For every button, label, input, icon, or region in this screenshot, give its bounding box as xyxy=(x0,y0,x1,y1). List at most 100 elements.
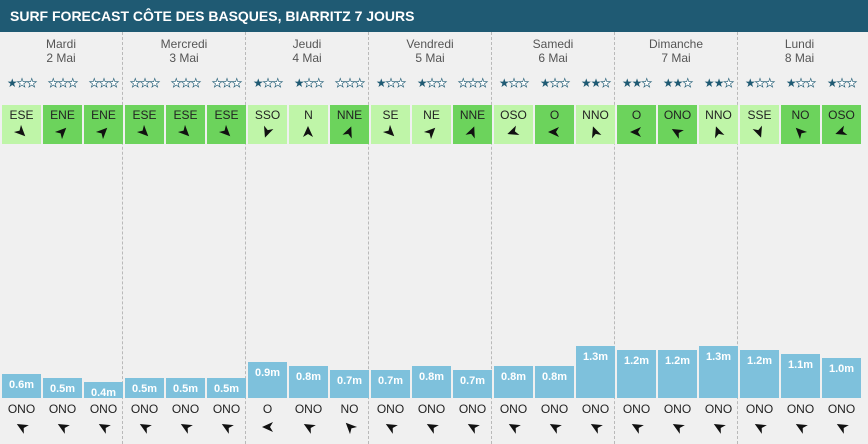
star-rating: ★★★ xyxy=(576,76,615,91)
wave-bar: 0.8m xyxy=(535,366,574,398)
swell-direction: ONO xyxy=(581,402,610,416)
wind-direction: NO xyxy=(791,108,810,122)
wind-direction: ONO xyxy=(663,108,692,122)
star-icon: ★ xyxy=(252,76,264,90)
star-icon: ★ xyxy=(262,76,273,91)
forecast-slot: ★★★ O 1.2m ONO xyxy=(617,32,656,444)
forecast-slot: ★★★ N 0.8m ONO xyxy=(289,32,328,444)
forecast-slot: ★★★ SSO 0.9m O xyxy=(248,32,287,444)
wave-height: 1.2m xyxy=(746,355,773,367)
star-icon: ★ xyxy=(713,76,725,90)
wind-box: O xyxy=(617,105,656,144)
star-rating: ★★★ xyxy=(371,76,410,91)
wind-box: ENE xyxy=(43,105,82,144)
wave-bar: 0.5m xyxy=(207,378,246,398)
star-rating: ★★★ xyxy=(2,76,41,91)
star-icon: ★ xyxy=(231,76,242,91)
wind-box: NNE xyxy=(330,105,369,144)
wave-bar: 0.8m xyxy=(289,366,328,398)
star-icon: ★ xyxy=(621,76,633,90)
wave-bar: 1.3m xyxy=(576,346,615,398)
wind-arrow-icon xyxy=(13,124,26,137)
wave-height: 0.5m xyxy=(213,383,240,395)
star-icon: ★ xyxy=(67,76,78,91)
star-icon: ★ xyxy=(211,76,223,91)
wave-bar: 1.0m xyxy=(822,358,861,398)
wind-direction: ENE xyxy=(91,108,116,122)
star-icon: ★ xyxy=(662,76,674,90)
wind-direction: NNE xyxy=(336,108,363,122)
day-date: 6 Mai xyxy=(538,51,568,65)
wave-bar: 1.3m xyxy=(699,346,738,398)
wind-direction: O xyxy=(549,108,560,122)
wave-bar: 1.2m xyxy=(658,350,697,398)
star-icon: ★ xyxy=(467,76,478,91)
star-rating: ★★★ xyxy=(330,76,369,91)
swell-direction: ONO xyxy=(499,402,528,416)
wind-box: SSO xyxy=(248,105,287,144)
swell-direction: ONO xyxy=(294,402,323,416)
star-icon: ★ xyxy=(149,76,160,91)
star-icon: ★ xyxy=(477,76,488,91)
day-name: Lundi xyxy=(784,37,815,51)
wind-box: NE xyxy=(412,105,451,144)
wind-box: O xyxy=(535,105,574,144)
star-icon: ★ xyxy=(641,76,652,91)
day-date: 7 Mai xyxy=(661,51,691,65)
star-icon: ★ xyxy=(549,76,560,91)
wave-bar: 0.9m xyxy=(248,362,287,398)
star-icon: ★ xyxy=(180,76,191,91)
wave-height: 0.5m xyxy=(172,383,199,395)
wave-bar: 1.1m xyxy=(781,354,820,398)
day-column: Samedi 6 Mai ★★★ OSO 0.8m ONO ★★★ O 0.8m ONO ★★★ NN… xyxy=(492,32,615,444)
star-icon: ★ xyxy=(303,76,314,91)
swell-direction: ONO xyxy=(540,402,569,416)
star-icon: ★ xyxy=(334,76,346,91)
star-icon: ★ xyxy=(672,76,684,90)
star-icon: ★ xyxy=(436,76,447,91)
wave-height: 1.2m xyxy=(664,355,691,367)
wave-bar: 0.5m xyxy=(166,378,205,398)
wind-direction: ESE xyxy=(173,108,198,122)
wind-box: NNO xyxy=(699,105,738,144)
wind-arrow-icon xyxy=(835,125,848,135)
wave-height: 0.7m xyxy=(336,375,363,387)
star-rating: ★★★ xyxy=(43,76,82,91)
star-icon: ★ xyxy=(795,76,806,91)
star-icon: ★ xyxy=(139,76,150,91)
star-icon: ★ xyxy=(754,76,765,91)
wind-arrow-icon xyxy=(592,126,602,139)
star-icon: ★ xyxy=(385,76,396,91)
wave-height: 0.9m xyxy=(254,367,281,379)
swell-arrow-icon xyxy=(836,424,849,434)
forecast-slot: ★★★ NNE 0.7m NO xyxy=(330,32,369,444)
wind-arrow-icon xyxy=(423,127,436,140)
star-icon: ★ xyxy=(57,76,68,91)
swell-direction: NO xyxy=(340,402,359,416)
star-icon: ★ xyxy=(457,76,469,91)
wind-arrow-icon xyxy=(95,127,108,140)
star-rating: ★★★ xyxy=(822,76,861,91)
wind-direction: SSO xyxy=(254,108,281,122)
wind-arrow-icon xyxy=(264,125,274,138)
forecast-slot: ★★★ ENE 0.4m ONO xyxy=(84,32,123,444)
wind-direction: NNO xyxy=(582,108,609,122)
day-column: Vendredi 5 Mai ★★★ SE 0.7m ONO ★★★ NE 0.8m ONO ★★★… xyxy=(369,32,492,444)
star-icon: ★ xyxy=(559,76,570,91)
star-rating: ★★★ xyxy=(535,76,574,91)
wind-arrow-icon xyxy=(303,126,313,137)
wave-bar: 0.5m xyxy=(125,378,164,398)
wind-arrow-icon xyxy=(465,126,475,139)
wind-direction: ESE xyxy=(9,108,34,122)
star-icon: ★ xyxy=(108,76,119,91)
day-date: 4 Mai xyxy=(292,51,322,65)
star-icon: ★ xyxy=(846,76,857,91)
wave-bar: 0.6m xyxy=(2,374,41,398)
star-rating: ★★★ xyxy=(740,76,779,91)
swell-direction: ONO xyxy=(622,402,651,416)
wind-direction: OSO xyxy=(828,108,855,122)
wave-height: 1.2m xyxy=(623,355,650,367)
star-icon: ★ xyxy=(836,76,847,91)
forecast-slot: ★★★ SE 0.7m ONO xyxy=(371,32,410,444)
forecast-slot: ★★★ ESE 0.5m ONO xyxy=(125,32,164,444)
